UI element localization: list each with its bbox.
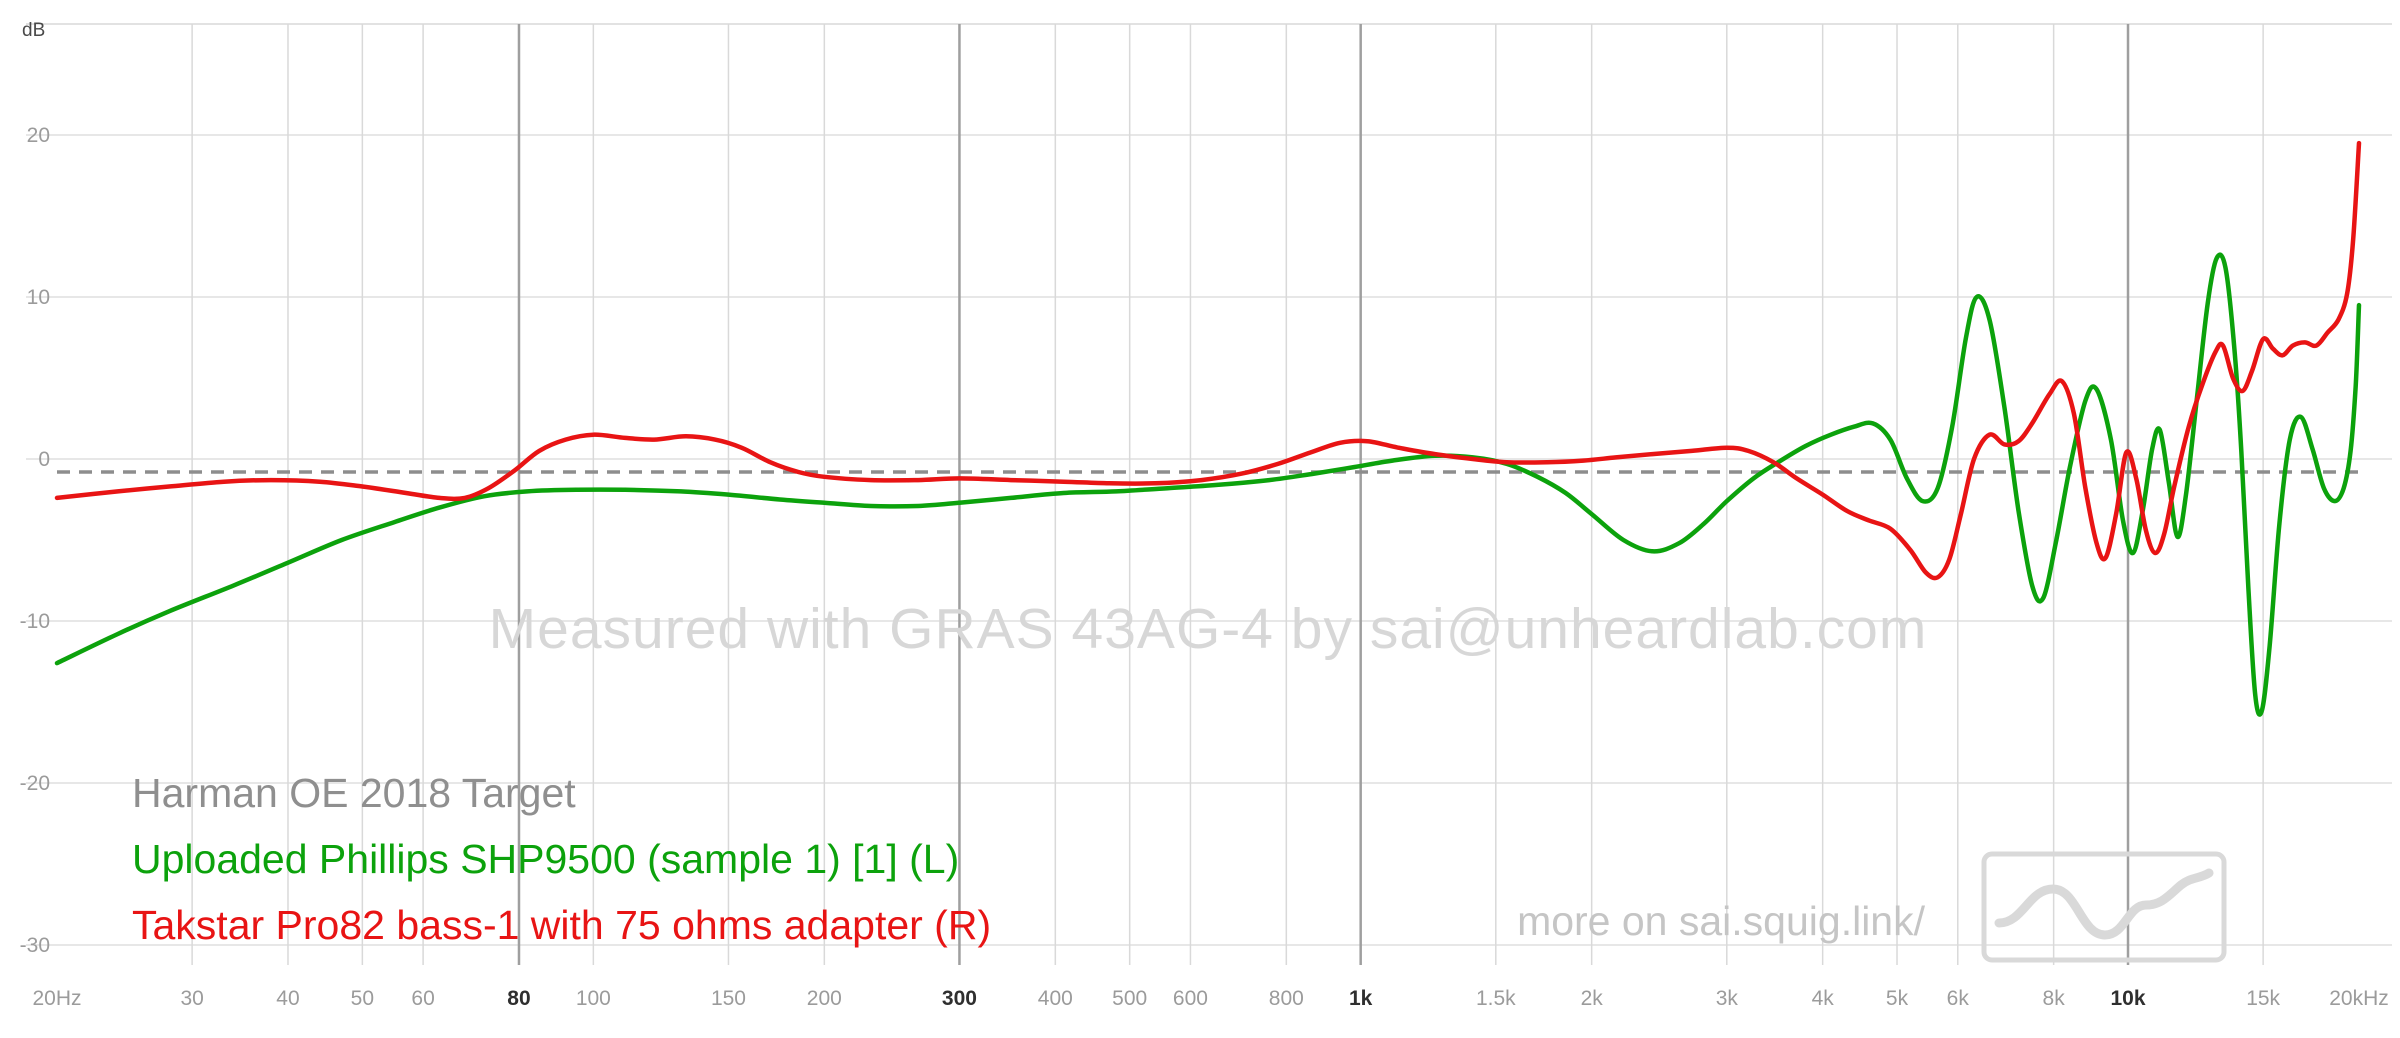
svg-text:5k: 5k xyxy=(1886,987,1909,1010)
svg-text:60: 60 xyxy=(411,987,434,1010)
svg-text:8k: 8k xyxy=(2043,987,2066,1010)
svg-text:10k: 10k xyxy=(2110,987,2145,1010)
svg-text:100: 100 xyxy=(576,987,611,1010)
svg-text:30: 30 xyxy=(180,987,203,1010)
svg-text:20kHz: 20kHz xyxy=(2329,987,2389,1010)
svg-text:3k: 3k xyxy=(1716,987,1739,1010)
svg-text:-30: -30 xyxy=(20,934,50,957)
svg-text:80: 80 xyxy=(507,987,530,1010)
svg-text:2k: 2k xyxy=(1581,987,1604,1010)
svg-text:0: 0 xyxy=(38,448,50,471)
svg-text:200: 200 xyxy=(807,987,842,1010)
svg-text:40: 40 xyxy=(276,987,299,1010)
svg-text:400: 400 xyxy=(1038,987,1073,1010)
squiglink-logo-icon[interactable] xyxy=(1979,849,2229,965)
svg-text:20Hz: 20Hz xyxy=(32,987,81,1010)
svg-text:300: 300 xyxy=(942,987,977,1010)
svg-text:4k: 4k xyxy=(1812,987,1835,1010)
svg-text:-20: -20 xyxy=(20,772,50,795)
squiglink-site-link[interactable]: more on sai.squig.link/ xyxy=(1517,898,1925,944)
svg-text:-10: -10 xyxy=(20,610,50,633)
svg-text:1.5k: 1.5k xyxy=(1476,987,1516,1010)
svg-text:10: 10 xyxy=(27,286,50,309)
legend-item-harman-target[interactable]: Harman OE 2018 Target xyxy=(132,770,576,816)
svg-text:150: 150 xyxy=(711,987,746,1010)
legend-item-takstar-pro82[interactable]: Takstar Pro82 bass-1 with 75 ohms adapte… xyxy=(132,902,992,948)
svg-text:500: 500 xyxy=(1112,987,1147,1010)
legend-item-shp9500[interactable]: Uploaded Phillips SHP9500 (sample 1) [1]… xyxy=(132,836,960,882)
svg-text:6k: 6k xyxy=(1947,987,1970,1010)
legend: Harman OE 2018 Target Uploaded Phillips … xyxy=(132,760,991,958)
svg-text:600: 600 xyxy=(1173,987,1208,1010)
svg-text:50: 50 xyxy=(351,987,374,1010)
svg-text:20: 20 xyxy=(27,124,50,147)
svg-text:1k: 1k xyxy=(1349,987,1373,1010)
svg-text:15k: 15k xyxy=(2246,987,2280,1010)
y-axis-unit-label: dB xyxy=(22,20,46,41)
svg-text:800: 800 xyxy=(1269,987,1304,1010)
